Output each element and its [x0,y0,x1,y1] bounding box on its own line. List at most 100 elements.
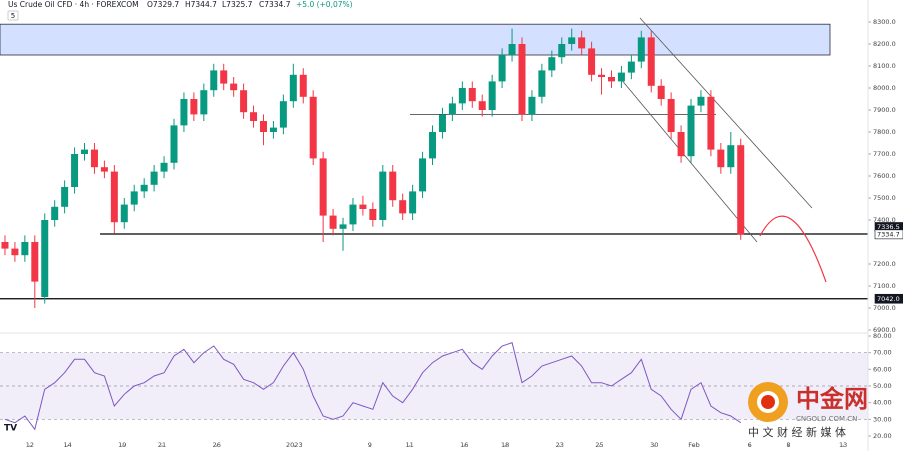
x-tick-label: 14 [63,441,71,449]
x-tick-label: 13 [839,441,847,449]
candle-body [200,90,208,115]
price-label: 7336.5 [877,223,900,231]
candle-body [61,187,69,207]
x-tick-label: 6 [748,441,752,449]
candle-body [399,200,407,214]
x-tick-label: 25 [595,441,603,449]
candle-body [269,127,277,132]
x-tick-label: 12 [26,441,34,449]
candle-body [707,96,715,150]
candle-body [71,154,79,187]
logo-icon-core [761,395,775,409]
candle-body [170,125,178,163]
candle-body [737,145,745,235]
candle-body [51,206,59,220]
candle-body [160,162,168,172]
candle-body [647,37,655,86]
candle-body [448,103,456,115]
candle-body [498,55,506,82]
y-tick-label: 40.00 [873,399,892,407]
price-label: 7334.7 [877,230,900,238]
y-tick-label: 7800.0 [873,128,896,136]
candle-body [389,171,397,201]
projection-curve [759,215,827,283]
tv-logo: TV [4,424,17,434]
candle-body [458,88,466,104]
candle-body [627,61,635,73]
candle-body [359,204,367,209]
candle-body [429,132,437,159]
candle-body [31,242,39,282]
watermark-tagline: 中 文 财 经 新 媒 体 [748,425,846,439]
y-tick-label: 8000.0 [873,84,896,92]
candle-body [81,149,89,154]
candle-body [518,44,526,115]
indicator-box[interactable] [7,10,19,21]
candle-body [379,171,387,220]
y-tick-label: 80.00 [873,332,892,340]
y-tick-label: 7600.0 [873,172,896,180]
y-tick-label: 6900.0 [873,326,896,334]
candle-body [329,215,337,229]
x-tick-label: 11 [405,441,413,449]
watermark-logo: 中金网 [796,385,868,413]
channel-line [619,77,758,243]
candle-body [299,74,307,97]
candle-body [100,167,108,172]
candle-body [617,72,625,82]
candle-body [607,77,615,82]
ohlc-low: L7325.7 [222,0,253,9]
symbol: Us Crude Oil CFD · 4h · FOREXCOM [8,0,139,9]
candle-body [508,44,516,55]
candle-body [319,158,327,216]
candle-body [41,220,49,297]
candle-body [210,70,218,91]
ohlc-change: +5.0 (+0,07%) [296,0,353,9]
candle-body [120,204,128,223]
candle-body [110,171,118,223]
price-label-box [874,229,903,240]
candle-body [548,57,556,71]
y-tick-label: 7500.0 [873,194,896,202]
candle-body [687,105,695,157]
candle-body [279,101,287,128]
candle-body [309,96,317,159]
x-tick-label: Feb [688,441,700,449]
x-tick-label: 21 [158,441,166,449]
candle-body [250,112,258,121]
candle-body [667,99,675,132]
y-tick-label: 70.00 [873,349,892,357]
x-tick-label: 2023 [286,441,303,449]
candle-body [468,88,476,102]
channel-line [639,17,813,209]
candle-body [717,149,725,168]
candle-body [419,158,427,192]
y-tick-label: 7900.0 [873,106,896,114]
y-tick-label: 7400.0 [873,216,896,224]
indicator-length: 5 [11,12,15,20]
resistance-zone [0,23,831,56]
ohlc-close: C7334.7 [259,0,291,9]
candle-body [180,99,188,126]
y-tick-label: 7000.0 [873,304,896,312]
candle-body [578,37,586,49]
candle-body [478,101,486,110]
candle-body [259,121,267,132]
y-tick-label: 7100.0 [873,282,896,290]
candle-body [1,242,9,249]
x-tick-label: 16 [460,441,468,449]
candle-body [637,37,645,62]
watermark-domain: CNGOLD.COM.CN [796,415,857,423]
candle-body [220,70,228,84]
candle-body [150,171,158,185]
price-label: 7042.0 [877,295,900,303]
candle-body [588,48,596,75]
candle-body [697,96,705,106]
candle-body [409,191,417,214]
y-tick-label: 7200.0 [873,260,896,268]
candle-body [488,81,496,110]
y-tick-label: 8200.0 [873,40,896,48]
candle-body [438,114,446,132]
x-tick-label: 23 [556,441,564,449]
